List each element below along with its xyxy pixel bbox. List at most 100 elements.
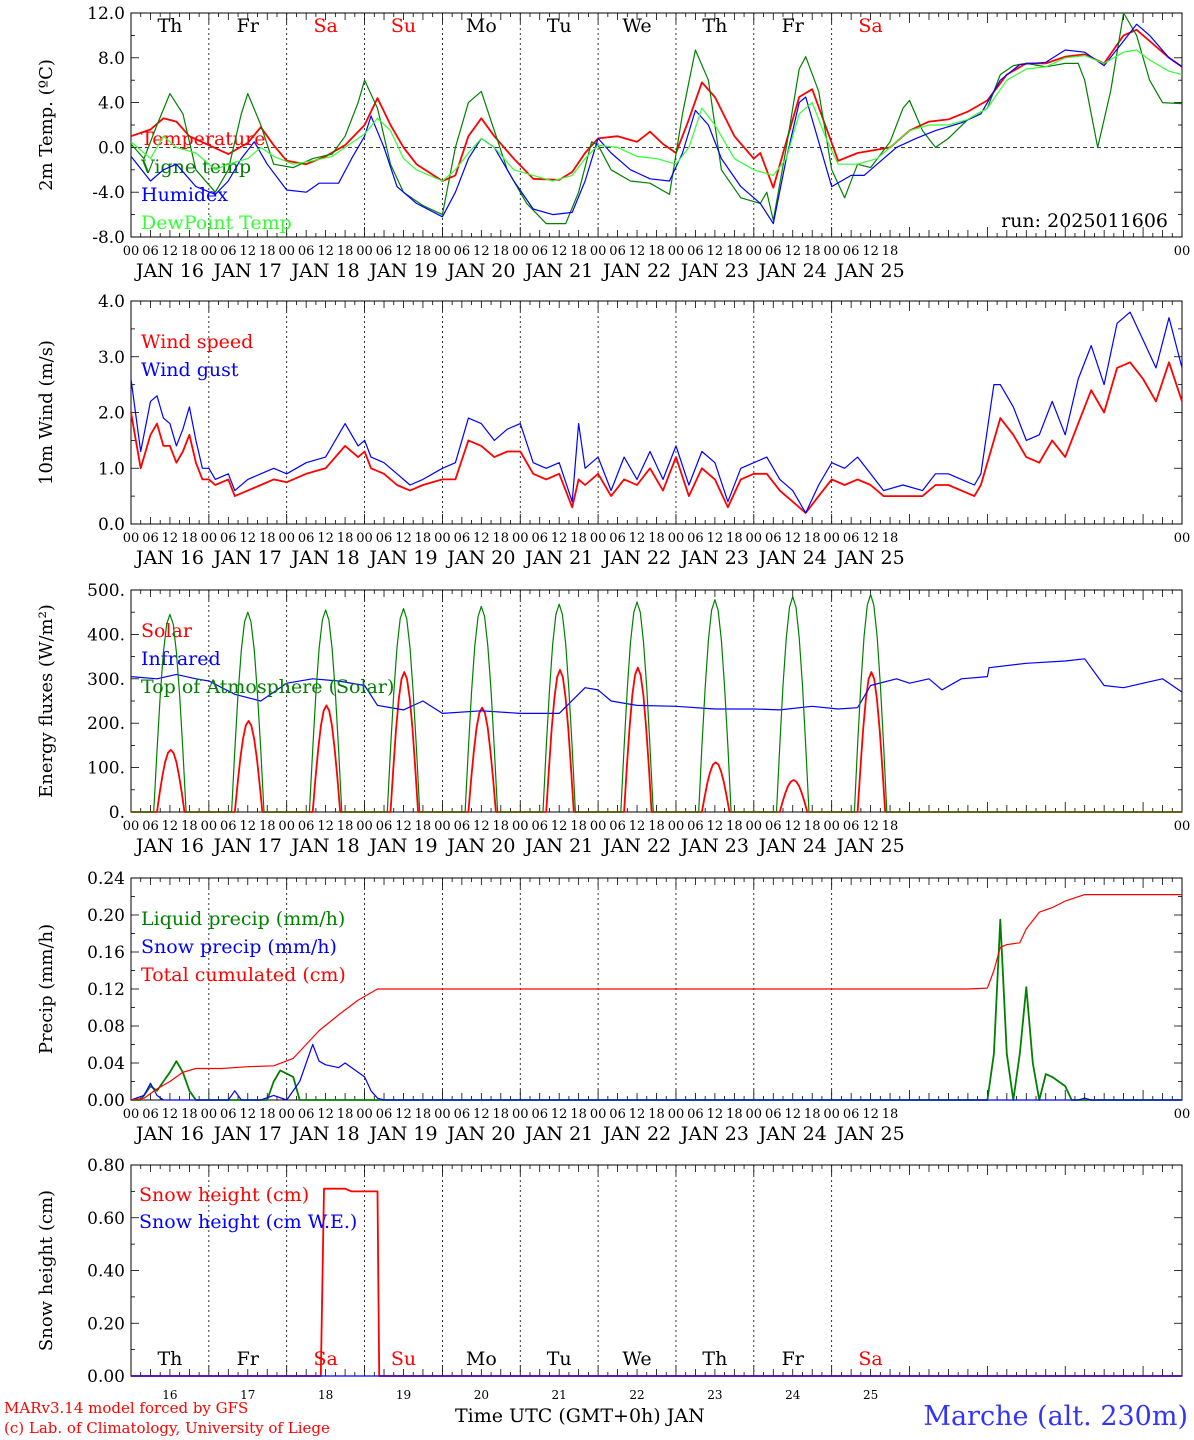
weekday-label: Th bbox=[702, 1348, 727, 1370]
x-hour-label: 12 bbox=[862, 244, 879, 259]
y-tick-label: 4.0 bbox=[98, 292, 125, 312]
x-date-label: JAN 23 bbox=[679, 547, 749, 569]
x-hour-label: 12 bbox=[473, 531, 490, 546]
weekday-label: Mo bbox=[466, 15, 497, 37]
x-hour-label: 18 bbox=[181, 1107, 198, 1122]
legend-entry: DewPoint Temp bbox=[141, 212, 292, 234]
x-date-label: JAN 20 bbox=[445, 547, 515, 569]
x-hour-label: 06 bbox=[376, 244, 393, 259]
x-date-label: JAN 22 bbox=[601, 260, 671, 282]
x-date-label: JAN 25 bbox=[834, 1123, 904, 1145]
x-hour-label: 06 bbox=[142, 819, 159, 834]
x-date-label: JAN 24 bbox=[757, 547, 827, 569]
x-hour-label: 06 bbox=[765, 244, 782, 259]
x-hour-label: 00 bbox=[746, 1107, 763, 1122]
x-day-number: 23 bbox=[707, 1388, 722, 1402]
x-hour-label: 06 bbox=[454, 1107, 471, 1122]
x-axis-title: Time UTC (GMT+0h) JAN bbox=[455, 1405, 705, 1427]
x-hour-label: 06 bbox=[843, 531, 860, 546]
y-tick-label: 100. bbox=[87, 759, 125, 779]
y-tick-label: 0.16 bbox=[87, 943, 125, 963]
weekday-label: We bbox=[622, 15, 651, 37]
y-axis-title: Snow height (cm) bbox=[36, 1190, 57, 1351]
x-hour-label: 00 bbox=[746, 531, 763, 546]
x-hour-label: 18 bbox=[804, 244, 821, 259]
x-hour-label: 12 bbox=[707, 244, 724, 259]
y-tick-label: 500. bbox=[87, 581, 125, 601]
x-hour-label: 06 bbox=[531, 819, 548, 834]
y-axis-title: Energy fluxes (W/m²) bbox=[36, 604, 57, 798]
x-hour-label: 00 bbox=[434, 819, 451, 834]
x-day-number: 17 bbox=[240, 1388, 255, 1402]
x-hour-label: 06 bbox=[765, 1107, 782, 1122]
x-hour-label: 00 bbox=[356, 531, 373, 546]
legend-entry: Solar bbox=[141, 620, 193, 642]
x-date-label: JAN 20 bbox=[445, 260, 515, 282]
x-hour-label: 18 bbox=[726, 819, 743, 834]
x-hour-label: 12 bbox=[551, 819, 568, 834]
x-hour-label: 12 bbox=[629, 244, 646, 259]
legend-entry: Liquid precip (mm/h) bbox=[141, 908, 345, 930]
x-hour-label: 06 bbox=[843, 819, 860, 834]
panel-1: -8.0-4.00.04.08.012.02m Temp. (ºC)00 06 12… bbox=[36, 4, 1190, 282]
x-hour-label: 00 bbox=[356, 244, 373, 259]
x-day-number: 19 bbox=[396, 1388, 411, 1402]
x-hour-label: 18 bbox=[882, 244, 899, 259]
weekday-label: Sa bbox=[858, 15, 882, 37]
x-hour-label: 18 bbox=[259, 244, 276, 259]
x-hour-label: 12 bbox=[162, 1107, 179, 1122]
series-line bbox=[130, 28, 1183, 189]
x-hour-label: 06 bbox=[142, 1107, 159, 1122]
x-hour-label: 06 bbox=[454, 244, 471, 259]
x-hour-label: 12 bbox=[707, 1107, 724, 1122]
weekday-label: Th bbox=[702, 15, 727, 37]
y-tick-label: 0.20 bbox=[87, 906, 125, 926]
y-tick-label: -4.0 bbox=[92, 183, 125, 203]
legend-entry: Snow height (cm) bbox=[139, 1184, 309, 1206]
legend-entry: Total cumulated (cm) bbox=[141, 964, 346, 986]
x-hour-label: 00 bbox=[512, 819, 529, 834]
x-hour-label: 00 bbox=[123, 244, 140, 259]
x-hour-label: 12 bbox=[707, 819, 724, 834]
x-date-label: JAN 24 bbox=[757, 260, 827, 282]
series-line bbox=[130, 12, 1183, 225]
x-hour-label: 06 bbox=[454, 531, 471, 546]
y-tick-label: 0.60 bbox=[87, 1209, 125, 1229]
x-hour-label: 18 bbox=[337, 819, 354, 834]
y-tick-label: 0.0 bbox=[98, 515, 125, 535]
x-hour-label: 12 bbox=[395, 531, 412, 546]
x-day-number: 18 bbox=[318, 1388, 333, 1402]
y-tick-label: 0.24 bbox=[87, 869, 125, 889]
plot-frame bbox=[130, 300, 1183, 525]
x-hour-label: 06 bbox=[531, 244, 548, 259]
x-hour-label: 18 bbox=[648, 819, 665, 834]
x-hour-label: 12 bbox=[707, 531, 724, 546]
x-hour-label: 00 bbox=[590, 819, 607, 834]
x-hour-label: 00 bbox=[201, 244, 218, 259]
x-hour-label: 18 bbox=[259, 1107, 276, 1122]
x-hour-label: 18 bbox=[415, 1107, 432, 1122]
x-date-label: JAN 24 bbox=[757, 1123, 827, 1145]
x-hour-label: 06 bbox=[142, 244, 159, 259]
x-hour-label: 06 bbox=[843, 244, 860, 259]
x-hour-label: 12 bbox=[395, 244, 412, 259]
x-hour-label: 12 bbox=[317, 244, 334, 259]
x-hour-label: 06 bbox=[298, 531, 315, 546]
x-hour-label: 18 bbox=[804, 1107, 821, 1122]
x-hour-label: 06 bbox=[765, 819, 782, 834]
x-date-label: JAN 18 bbox=[290, 835, 360, 857]
x-hour-label: 12 bbox=[473, 244, 490, 259]
legend-entry: Temperature bbox=[141, 128, 265, 150]
legend-entry: Vigne temp bbox=[140, 156, 251, 178]
x-hour-label: 18 bbox=[337, 244, 354, 259]
x-hour-label: 00 bbox=[123, 819, 140, 834]
weekday-label: Mo bbox=[466, 1348, 497, 1370]
panel-5: 0.00 0.20 0.40 0.60 0.80 Snow height (cm) 16 17… bbox=[36, 1156, 1183, 1402]
x-hour-label: 18 bbox=[415, 531, 432, 546]
x-date-label: JAN 19 bbox=[367, 547, 437, 569]
x-hour-label: 18 bbox=[337, 531, 354, 546]
y-tick-label: 0.08 bbox=[87, 1017, 125, 1037]
y-axis-title: 10m Wind (m/s) bbox=[36, 340, 57, 485]
weekday-label: Fr bbox=[782, 1348, 805, 1370]
x-hour-label: 12 bbox=[162, 244, 179, 259]
